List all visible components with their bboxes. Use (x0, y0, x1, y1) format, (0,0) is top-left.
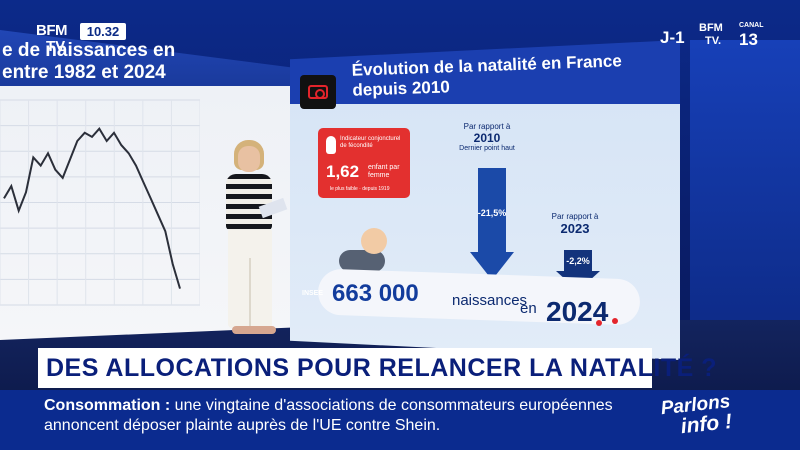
left-title-line2: entre 1982 et 2024 (2, 62, 166, 83)
births-label: naissances (452, 292, 528, 309)
countdown: J-1 (660, 28, 685, 47)
chart-series-line (3, 127, 181, 289)
fertility-card: Indicateur conjoncturel de fécondité 1,6… (318, 128, 410, 198)
comparison-2023-year: 2023 (560, 221, 590, 236)
left-screen-title: e de naissances en entre 1982 et 2024 (0, 40, 280, 84)
chart-grid (0, 99, 200, 306)
baby-illustration (335, 228, 395, 278)
logo-line2: TV (46, 38, 66, 55)
channel-logo: BFM TV. CANAL 13 (699, 22, 771, 52)
clock: 10.32 (80, 23, 126, 40)
fertility-card-unit: enfant par femme (368, 164, 400, 179)
ticker-message: une vingtaine d'associations de consomma… (44, 397, 613, 434)
camera-icon (300, 75, 336, 109)
comparison-2010-pct: -21,5% (477, 208, 507, 218)
ticker-keyword: Consommation : (44, 397, 171, 414)
comparison-2023: Par rapport à 2023 (540, 212, 610, 236)
studio-side-panel (690, 40, 800, 340)
channel-tv: TV. (705, 35, 722, 47)
pregnant-woman-icon (326, 136, 336, 154)
fertility-card-label: Indicateur conjoncturel de fécondité (340, 136, 401, 149)
channel-canal: CANAL (739, 22, 764, 29)
comparison-2010: Par rapport à 2010 Dernier point haut (452, 122, 522, 152)
births-source: INSEE (302, 290, 324, 297)
births-value: 663 000 (332, 280, 419, 307)
comparison-2010-head: Par rapport à (463, 122, 511, 131)
births-en: en (520, 300, 537, 317)
news-ticker (0, 390, 800, 450)
ticker-text: Consommation : une vingtaine d'associati… (44, 396, 654, 436)
presenter (218, 140, 288, 340)
fertility-card-note: le plus faible · depuis 1919 (330, 186, 390, 192)
logo-line1: BFM (36, 22, 68, 39)
channel-number: 13 (739, 30, 758, 49)
comparison-2010-year: 2010 (473, 131, 501, 145)
down-arrow-icon: -21,5% (470, 168, 514, 280)
birth-line-chart (0, 99, 200, 306)
headline-banner: DES ALLOCATIONS POUR RELANCER LA NATALIT… (38, 348, 717, 388)
fertility-card-value: 1,62 (326, 162, 360, 181)
comparison-2023-pct: -2,2% (566, 256, 590, 266)
comparison-2010-sub: Dernier point haut (459, 145, 515, 152)
red-dot (612, 318, 618, 324)
comparison-2023-head: Par rapport à (551, 212, 599, 221)
channel-brand: BFM (699, 22, 723, 34)
bfmtv-logo: BFM TV (36, 22, 78, 58)
red-dot (596, 320, 602, 326)
left-title-line1: e de naissances en (2, 40, 176, 61)
